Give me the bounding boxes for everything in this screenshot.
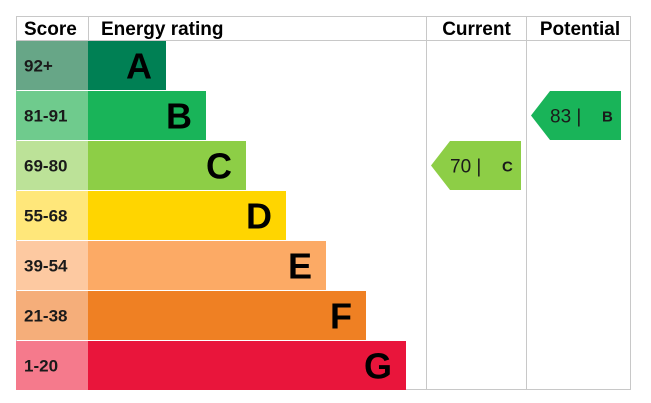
score-cell-c xyxy=(16,141,88,190)
band-letter-c: C xyxy=(206,146,232,187)
band-letter-b: B xyxy=(166,96,192,137)
band-letter-e: E xyxy=(288,246,312,287)
score-label-g: 1-20 xyxy=(24,357,58,376)
current-rating-value: 70 | xyxy=(450,157,481,178)
potential-rating-value: 83 | xyxy=(550,107,581,128)
band-letter-f: F xyxy=(330,296,352,337)
score-label-a: 92+ xyxy=(24,57,53,76)
score-cell-d xyxy=(16,191,88,240)
band-letter-g: G xyxy=(364,346,392,387)
score-cell-f xyxy=(16,291,88,340)
score-label-e: 39-54 xyxy=(24,257,68,276)
band-bar-g xyxy=(88,341,406,390)
band-bar-d xyxy=(88,191,286,240)
score-header: Score xyxy=(24,19,77,40)
potential-rating-pointer xyxy=(531,91,621,140)
current-header: Current xyxy=(442,19,511,40)
score-label-b: 81-91 xyxy=(24,107,67,126)
current-rating-letter: C xyxy=(502,159,513,176)
potential-header: Potential xyxy=(540,19,620,40)
band-bar-e xyxy=(88,241,326,290)
rating-bands: 92+ A 81-91 B 69-80 C 55-68 D 39-54 E 21-38 F 1-20 G xyxy=(16,41,406,390)
score-cell-e xyxy=(16,241,88,290)
band-bar-c xyxy=(88,141,246,190)
score-cell-b xyxy=(16,91,88,140)
current-rating-pointer xyxy=(431,141,521,190)
potential-rating-letter: B xyxy=(602,109,613,126)
score-label-c: 69-80 xyxy=(24,157,67,176)
score-label-d: 55-68 xyxy=(24,207,67,226)
energy-rating-header: Energy rating xyxy=(101,19,223,40)
band-bar-a xyxy=(88,41,166,90)
band-letter-a: A xyxy=(126,46,152,87)
band-letter-d: D xyxy=(246,196,272,237)
score-cell-g xyxy=(16,341,88,390)
score-cell-a xyxy=(16,41,88,90)
rating-pointers: 70 | C 83 | B xyxy=(431,91,621,190)
band-bar-f xyxy=(88,291,366,340)
band-bar-b xyxy=(88,91,206,140)
score-label-f: 21-38 xyxy=(24,307,67,326)
